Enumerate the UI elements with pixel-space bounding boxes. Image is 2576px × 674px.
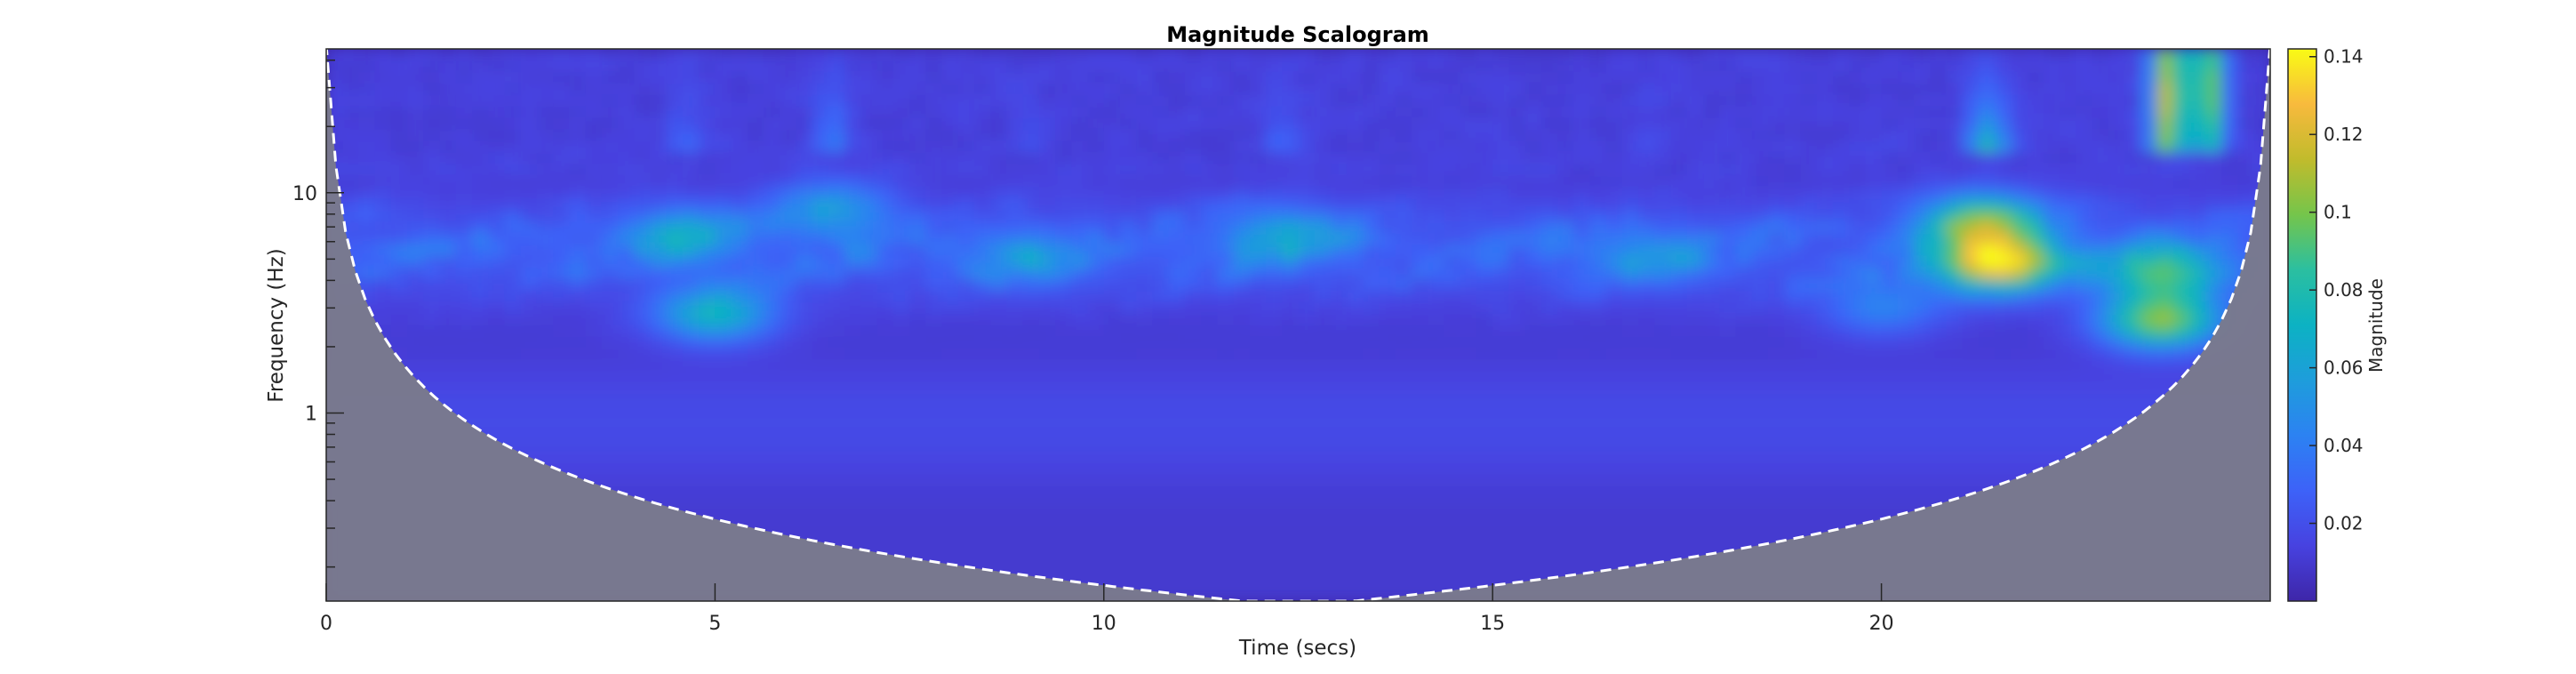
colorbar-ticks: 0.02 0.04 0.06 0.08 0.1 0.12 0.14 [2309, 46, 2364, 534]
x-axis-label: Time (secs) [1238, 637, 1356, 660]
x-tick-label: 20 [1869, 613, 1894, 635]
x-tick-label: 5 [708, 613, 721, 635]
x-tick-label: 0 [320, 613, 332, 635]
y-tick-label: 10 [292, 183, 317, 205]
colorbar-gradient [2288, 49, 2316, 601]
plot-area: 0 5 10 15 20 1 10 [292, 48, 2271, 635]
colorbar-tick-label: 0.14 [2324, 46, 2364, 68]
x-tick-label: 10 [1092, 613, 1116, 635]
chart-title: Magnitude Scalogram [1166, 22, 1429, 47]
colorbar-label: Magnitude [2365, 278, 2387, 373]
x-tick-label: 15 [1480, 613, 1505, 635]
x-axis: 0 5 10 15 20 [320, 583, 1894, 635]
plot-frame [325, 48, 2271, 602]
colorbar-tick-label: 0.12 [2324, 124, 2364, 145]
cone-of-influence [326, 49, 2270, 601]
colorbar-tick-label: 0.02 [2324, 513, 2364, 534]
colorbar-tick-label: 0.06 [2324, 357, 2364, 379]
y-tick-label: 1 [305, 403, 317, 425]
colorbar-tick-label: 0.1 [2324, 202, 2352, 223]
coi-shaded-region [326, 49, 2270, 601]
colorbar-tick-label: 0.04 [2324, 435, 2364, 456]
colorbar-frame [2287, 48, 2317, 602]
y-axis: 1 10 [292, 59, 344, 568]
colorbar: 0.02 0.04 0.06 0.08 0.1 0.12 0.14 Magnitude [2287, 46, 2387, 602]
y-axis-label: Frequency (Hz) [265, 248, 288, 402]
colorbar-tick-label: 0.08 [2324, 279, 2364, 301]
